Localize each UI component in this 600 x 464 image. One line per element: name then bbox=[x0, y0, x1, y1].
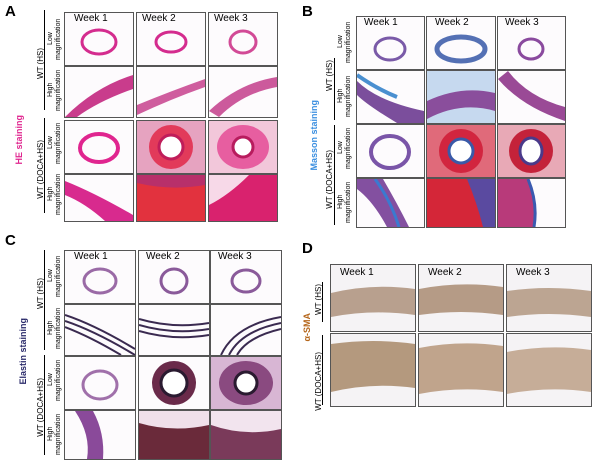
group-label-b-doca: WT (DOCA+HS) bbox=[325, 150, 334, 209]
micrograph-tile bbox=[64, 66, 134, 118]
separator bbox=[44, 118, 45, 213]
week-label: Week 1 bbox=[74, 251, 108, 262]
micrograph-tile bbox=[506, 333, 592, 407]
micrograph-tile bbox=[330, 264, 416, 332]
micrograph-tile bbox=[64, 12, 134, 66]
stain-label-masson: Masson staining bbox=[309, 100, 319, 171]
micrograph-tile bbox=[426, 178, 496, 228]
micrograph-tile bbox=[208, 12, 278, 66]
week-label: Week 1 bbox=[364, 17, 398, 28]
week-label: Week 2 bbox=[435, 17, 469, 28]
micrograph-tile bbox=[64, 304, 136, 356]
micrograph-tile bbox=[64, 410, 136, 460]
panel-letter-b: B bbox=[302, 3, 313, 20]
mag-label-high: High magnification bbox=[337, 181, 352, 223]
separator bbox=[44, 250, 45, 350]
separator bbox=[44, 10, 45, 110]
stain-label-elastin: Elastin staining bbox=[18, 318, 28, 385]
week-label: Week 1 bbox=[340, 267, 374, 278]
micrograph-tile bbox=[64, 174, 134, 222]
separator bbox=[322, 335, 323, 405]
week-label: Week 3 bbox=[505, 17, 539, 28]
micrograph-tile bbox=[356, 70, 425, 124]
mag-label-high: High magnification bbox=[47, 413, 62, 455]
micrograph-tile bbox=[138, 410, 210, 460]
mag-label-high: High magnification bbox=[47, 173, 62, 215]
mag-label-low: Low magnification bbox=[47, 255, 62, 297]
micrograph-tile bbox=[506, 264, 592, 332]
micrograph-tile bbox=[497, 178, 566, 228]
week-label: Week 2 bbox=[146, 251, 180, 262]
micrograph-tile bbox=[136, 66, 206, 118]
week-label: Week 1 bbox=[74, 13, 108, 24]
micrograph-tile bbox=[418, 264, 504, 332]
stain-label-he: HE staining bbox=[14, 115, 24, 165]
micrograph-tile bbox=[210, 410, 282, 460]
micrograph-tile bbox=[210, 250, 282, 304]
micrograph-tile bbox=[497, 70, 566, 124]
micrograph-tile bbox=[426, 70, 496, 124]
micrograph-tile bbox=[136, 174, 206, 222]
group-label-b-hs: WT (HS) bbox=[325, 60, 334, 91]
week-label: Week 2 bbox=[428, 267, 462, 278]
micrograph-tile bbox=[64, 250, 136, 304]
panel-letter-d: D bbox=[302, 240, 313, 257]
micrograph-tile bbox=[138, 304, 210, 356]
week-label: Week 2 bbox=[142, 13, 176, 24]
micrograph-tile bbox=[418, 333, 504, 407]
mag-label-low: Low magnification bbox=[337, 127, 352, 169]
micrograph-tile bbox=[208, 120, 278, 174]
micrograph-tile bbox=[426, 16, 496, 70]
micrograph-tile bbox=[330, 333, 416, 407]
micrograph-tile bbox=[210, 304, 282, 356]
panel-letter-c: C bbox=[5, 232, 16, 249]
week-label: Week 3 bbox=[516, 267, 550, 278]
micrograph-tile bbox=[138, 250, 210, 304]
mag-label-low: Low magnification bbox=[47, 122, 62, 164]
separator bbox=[322, 282, 323, 322]
mag-label-high: High magnification bbox=[47, 307, 62, 349]
micrograph-tile bbox=[210, 356, 282, 410]
micrograph-tile bbox=[356, 178, 425, 228]
micrograph-tile bbox=[208, 174, 278, 222]
micrograph-tile bbox=[426, 124, 496, 178]
separator bbox=[334, 125, 335, 225]
stain-label-asma: α-SMA bbox=[302, 313, 312, 342]
micrograph-tile bbox=[136, 120, 206, 174]
week-label: Week 3 bbox=[214, 13, 248, 24]
micrograph-tile bbox=[138, 356, 210, 410]
micrograph-tile bbox=[497, 16, 566, 70]
micrograph-tile bbox=[208, 66, 278, 118]
panel-letter-a: A bbox=[5, 3, 16, 20]
micrograph-tile bbox=[64, 120, 134, 174]
separator bbox=[334, 58, 335, 120]
mag-label-high: High magnification bbox=[337, 75, 352, 117]
micrograph-tile bbox=[136, 12, 206, 66]
mag-label-low: Low magnification bbox=[47, 18, 62, 60]
mag-label-low: Low magnification bbox=[337, 21, 352, 63]
micrograph-tile bbox=[356, 16, 425, 70]
micrograph-tile bbox=[497, 124, 566, 178]
separator bbox=[44, 355, 45, 455]
micrograph-tile bbox=[356, 124, 425, 178]
mag-label-high: High magnification bbox=[47, 69, 62, 111]
week-label: Week 3 bbox=[218, 251, 252, 262]
micrograph-tile bbox=[64, 356, 136, 410]
mag-label-low: Low magnification bbox=[47, 359, 62, 401]
